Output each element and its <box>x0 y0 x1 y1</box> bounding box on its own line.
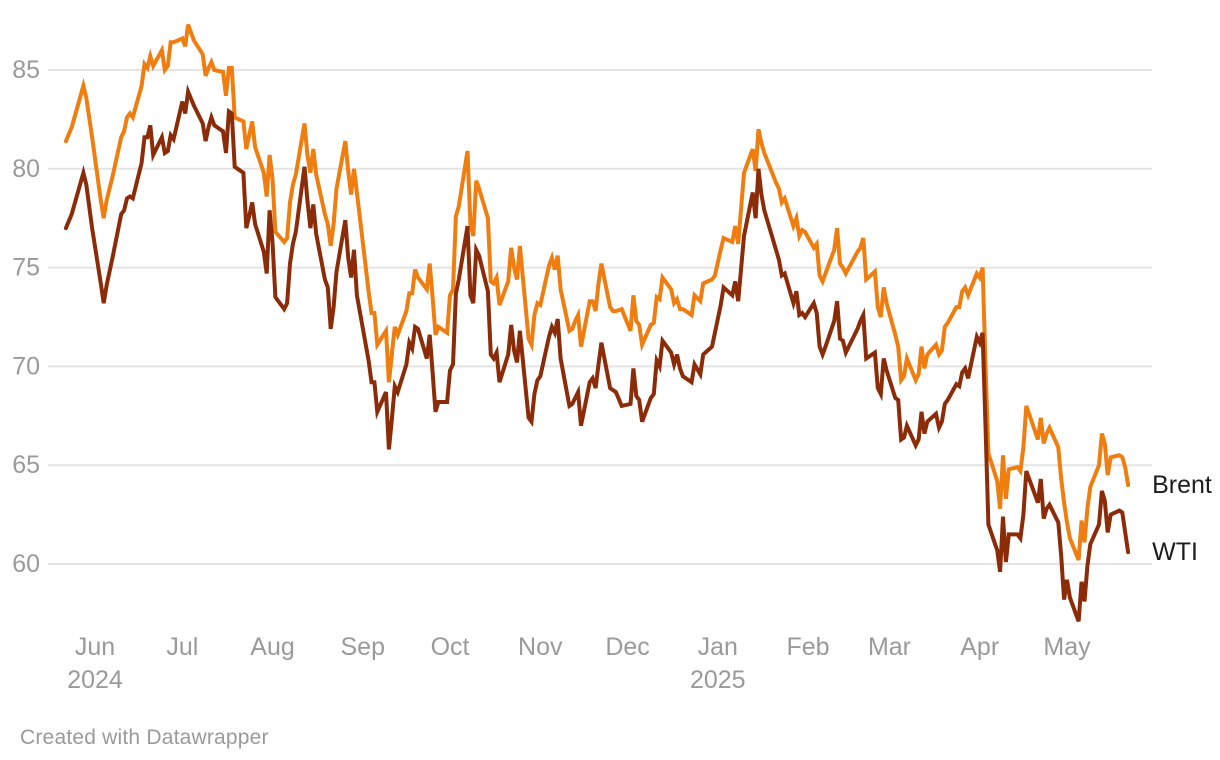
x-axis-tick-label: Sep <box>340 633 384 661</box>
x-axis-year-label: 2024 <box>67 666 123 694</box>
y-axis-tick-label: 65 <box>12 451 40 479</box>
x-axis-tick-label: Dec <box>605 633 649 661</box>
series-line-brent <box>63 23 1131 561</box>
x-axis-tick-label: Nov <box>518 633 563 661</box>
y-axis-tick-label: 85 <box>12 56 40 84</box>
y-axis-tick-label: 80 <box>12 155 40 183</box>
x-axis-tick-label: Mar <box>868 633 911 661</box>
x-axis-tick-label: May <box>1043 633 1091 661</box>
series-label-wti: WTI <box>1152 538 1198 566</box>
x-axis-tick-label: Jul <box>166 633 198 661</box>
series-label-brent: Brent <box>1152 471 1212 499</box>
x-axis-tick-label: Jan <box>698 633 738 661</box>
x-axis-tick-label: Jun <box>75 633 115 661</box>
x-axis-tick-label: Aug <box>250 633 294 661</box>
y-axis-tick-label: 60 <box>12 550 40 578</box>
x-axis-tick-label: Oct <box>431 633 470 661</box>
x-axis-tick-label: Feb <box>786 633 829 661</box>
y-axis-tick-label: 70 <box>12 352 40 380</box>
series-line-wti <box>63 84 1131 622</box>
x-axis-year-label: 2025 <box>690 666 746 694</box>
datawrapper-credit[interactable]: Created with Datawrapper <box>20 726 269 749</box>
x-axis-tick-label: Apr <box>960 633 999 661</box>
y-axis-tick-label: 75 <box>12 254 40 282</box>
